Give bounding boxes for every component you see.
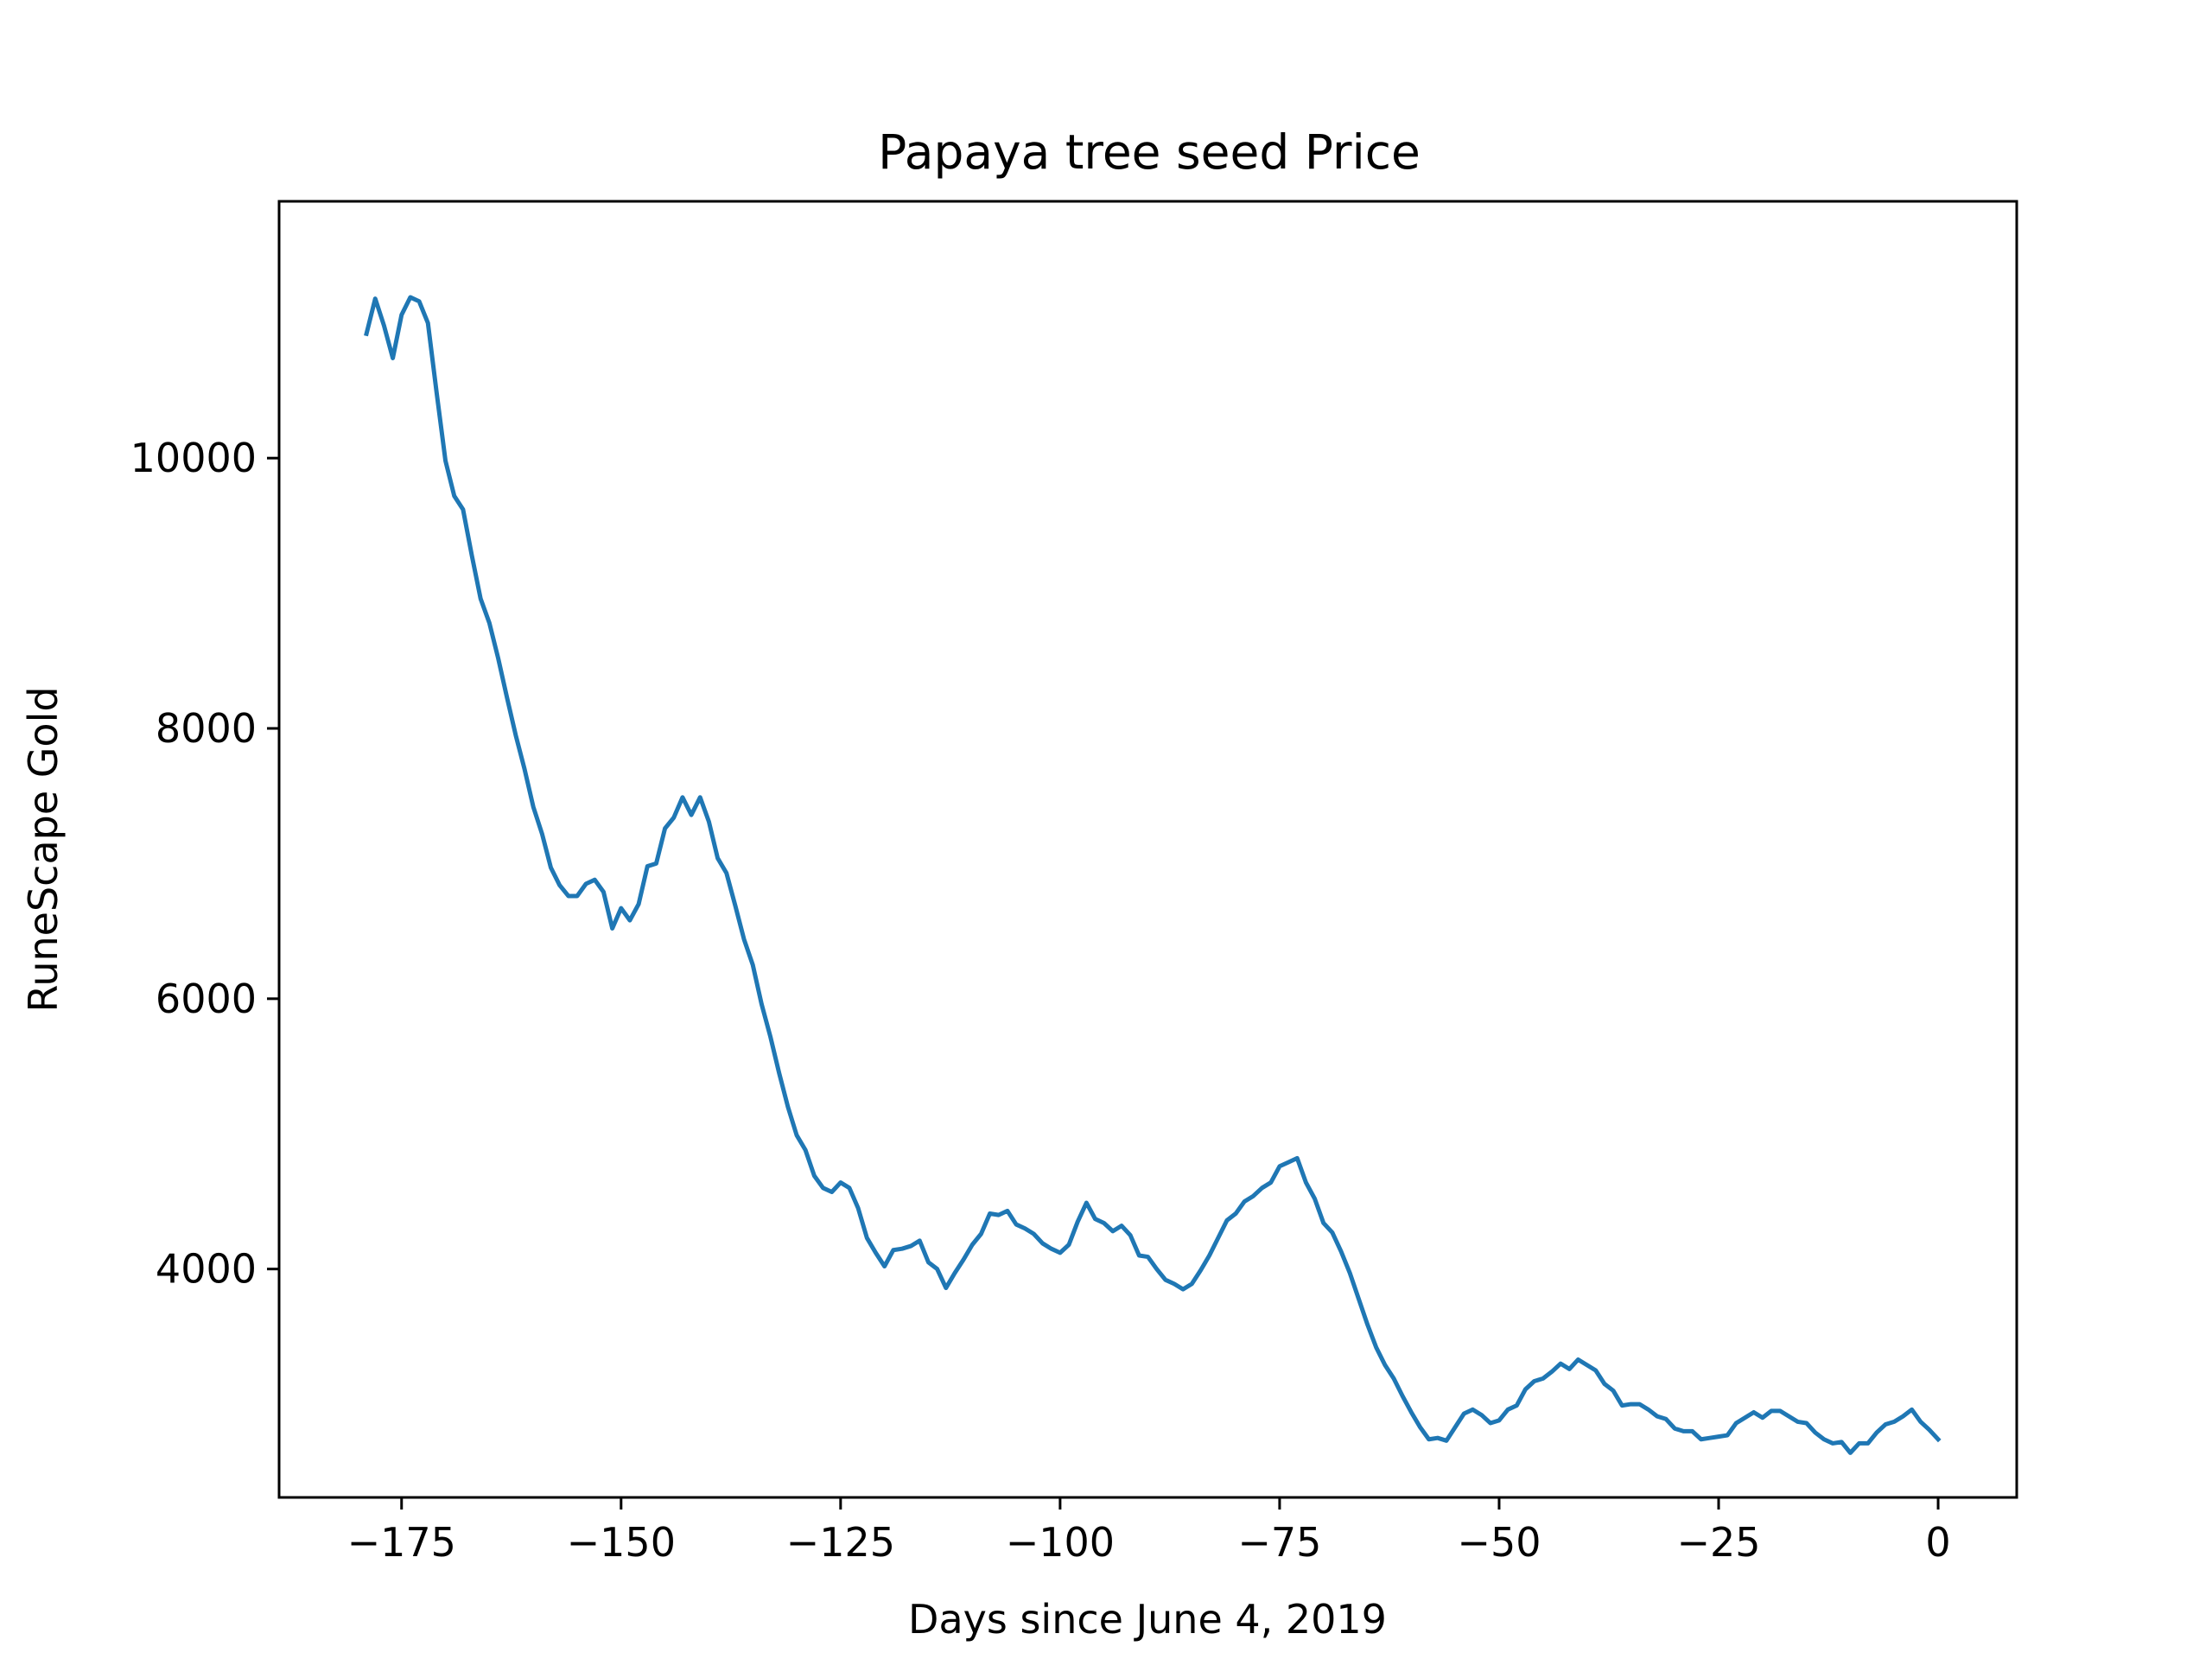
plot-area	[364, 295, 1942, 1455]
x-tick-label: −150	[567, 1519, 676, 1566]
x-tick-label: −50	[1457, 1519, 1541, 1566]
y-tick-label: 6000	[156, 976, 257, 1022]
y-tick-label: 4000	[156, 1246, 257, 1293]
chart-title: Papaya tree seed Price	[878, 124, 1421, 180]
x-tick-label: −75	[1237, 1519, 1321, 1566]
x-tick-label: 0	[1925, 1519, 1950, 1566]
x-tick-label: −175	[347, 1519, 456, 1566]
x-tick-label: −100	[1006, 1519, 1115, 1566]
x-axis-label: Days since June 4, 2019	[908, 1596, 1387, 1643]
y-axis-label: RuneScape Gold	[20, 686, 67, 1012]
y-tick-label: 8000	[156, 705, 257, 752]
y-tick-label: 10000	[130, 435, 257, 481]
series-line-0	[364, 295, 1942, 1455]
x-tick-label: −25	[1676, 1519, 1760, 1566]
x-tick-label: −125	[786, 1519, 895, 1566]
x-axis: −175 −150 −125 −100 −75 −50 −25 0	[347, 1497, 1951, 1566]
plot-frame	[277, 200, 2018, 1499]
y-axis: 4000 6000 8000 10000	[130, 435, 279, 1293]
